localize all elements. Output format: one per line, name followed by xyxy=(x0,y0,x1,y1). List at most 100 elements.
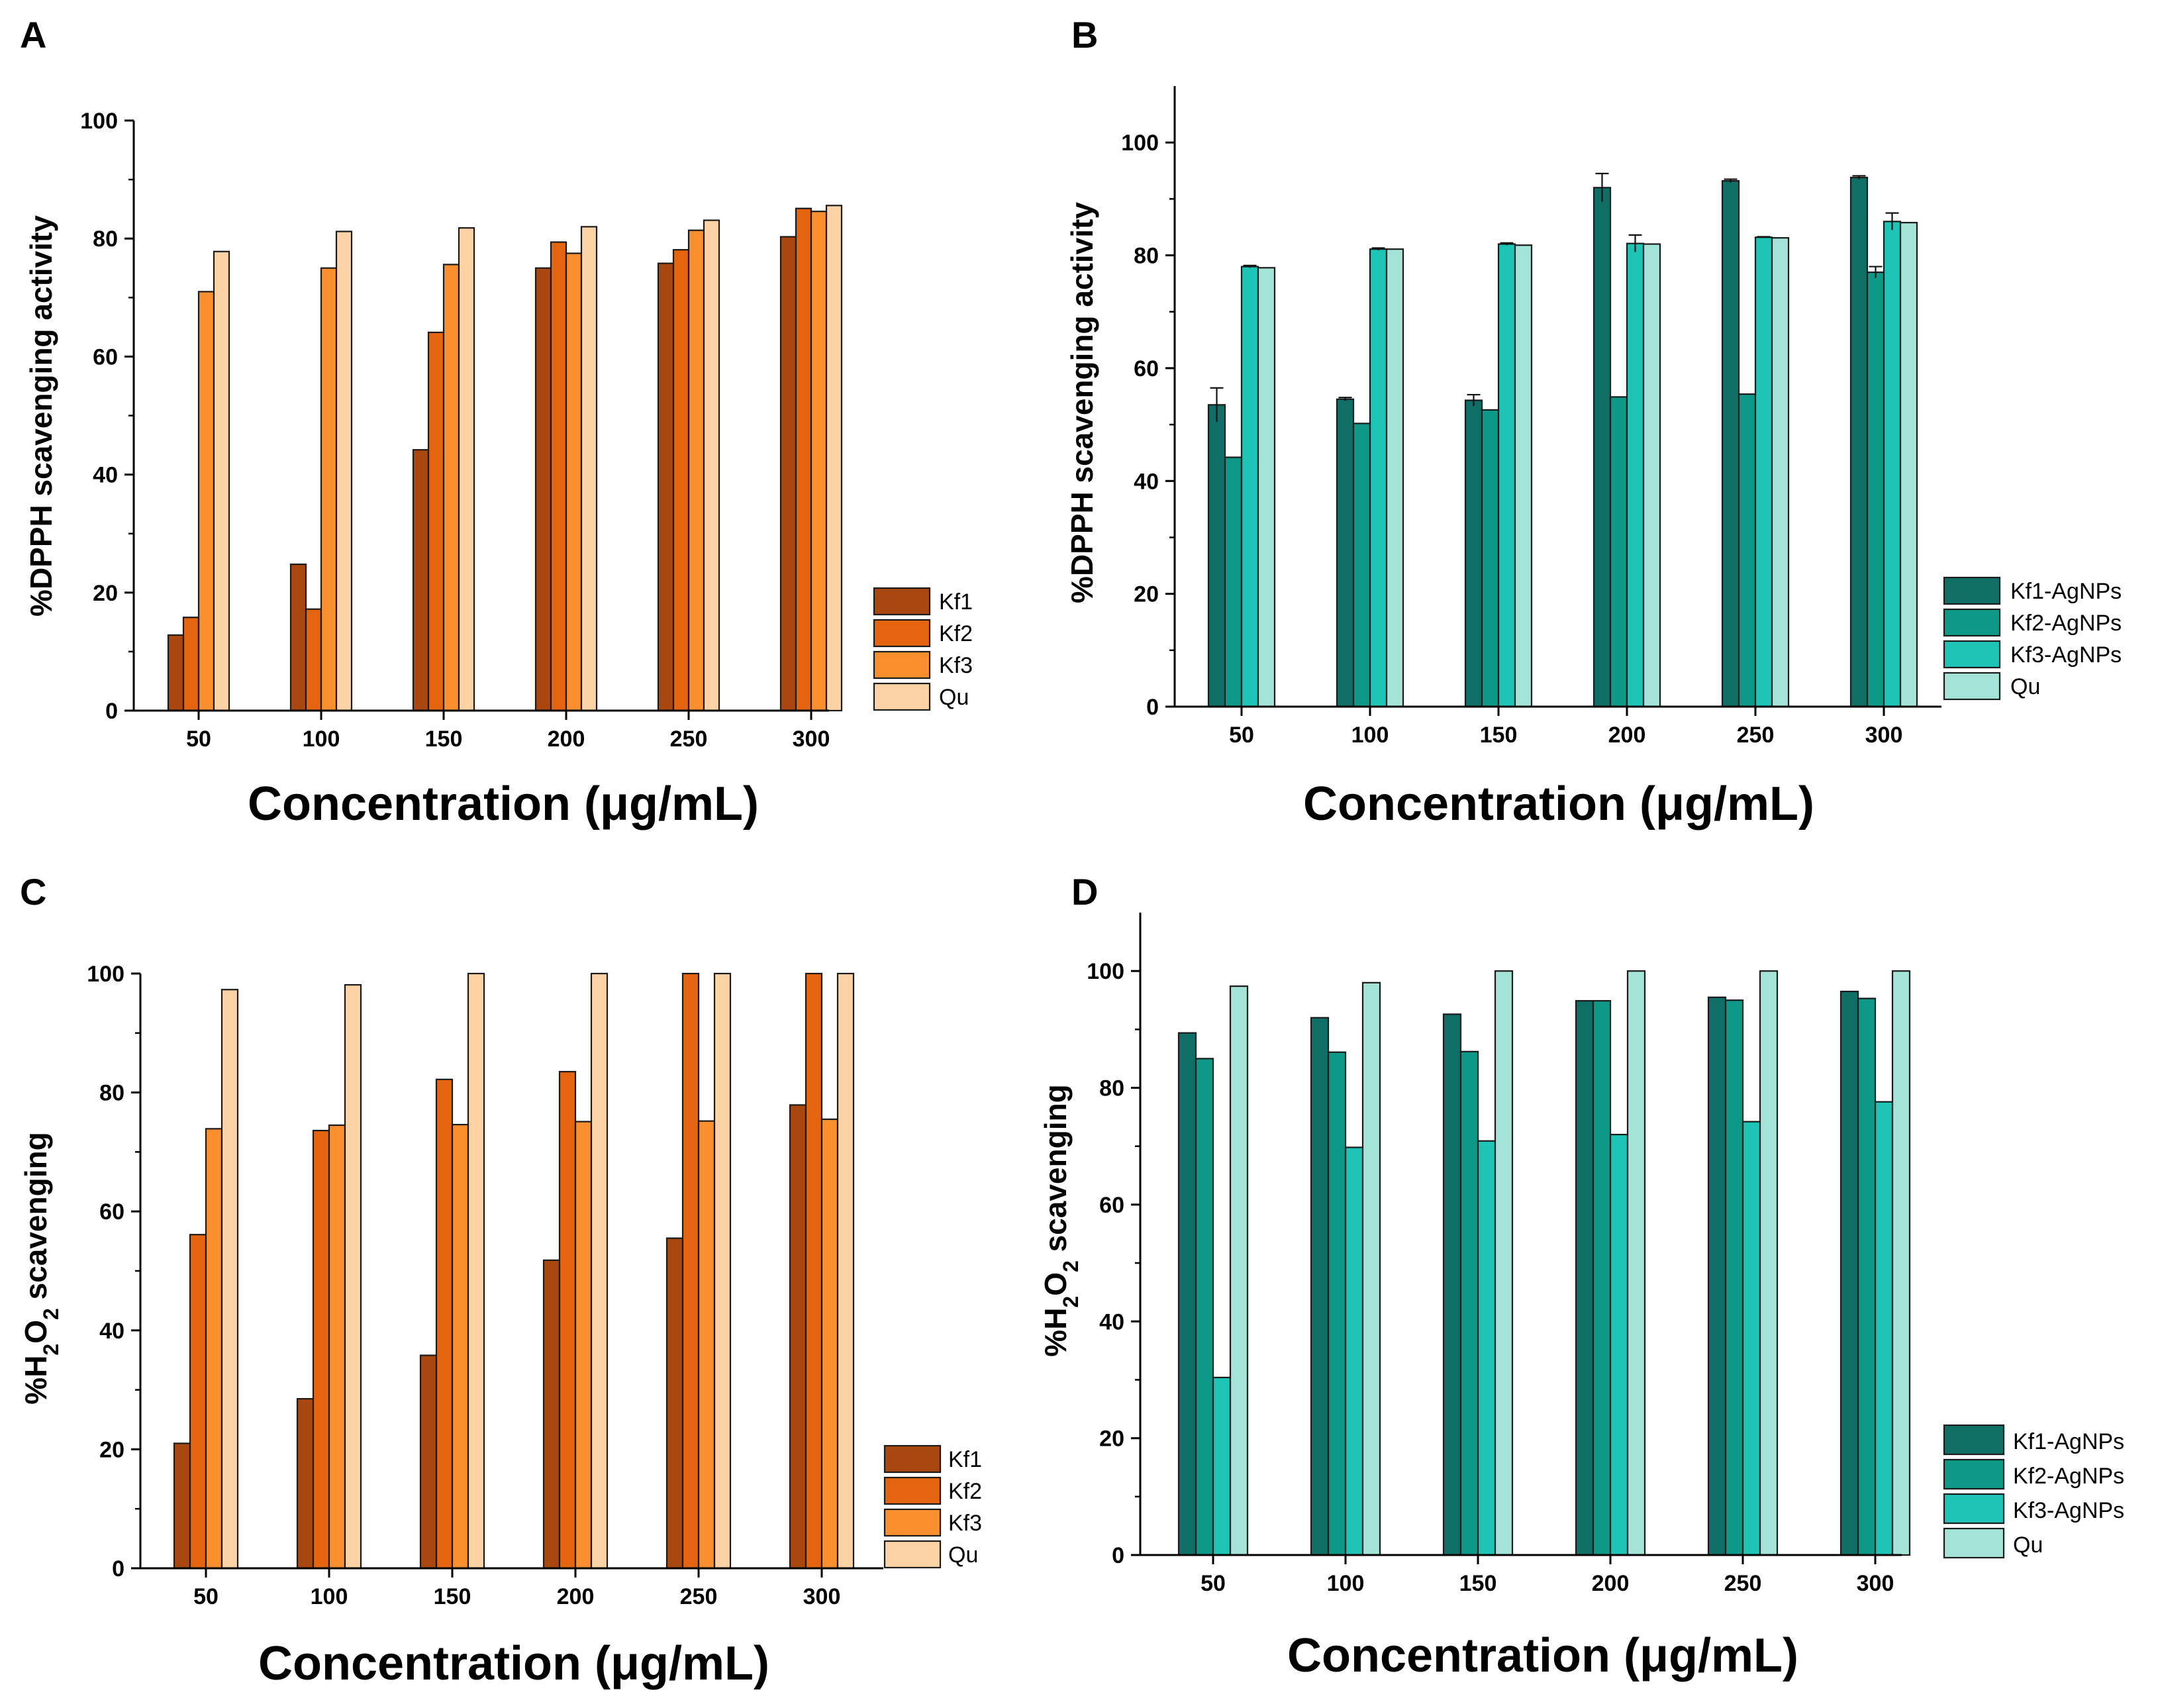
y-title-subscript: 2 xyxy=(1059,1260,1083,1272)
bar-kf1-300 xyxy=(789,1104,807,1570)
bar-kf1-agnps-300 xyxy=(1839,990,1859,1556)
x-tick-label: 250 xyxy=(680,1584,718,1609)
legend-swatch-kf2 xyxy=(873,619,931,648)
bar-kf2-agnps-250 xyxy=(1724,999,1744,1556)
y-tick-label: 40 xyxy=(1099,1309,1124,1334)
bar-kf1-agnps-250 xyxy=(1721,180,1740,708)
bar-kf1-200 xyxy=(542,1259,561,1570)
y-tick-label: 100 xyxy=(87,962,124,987)
bar-qu-300 xyxy=(1899,222,1918,708)
bar-kf3-50 xyxy=(197,291,215,712)
y-title-subscript: 2 xyxy=(39,1308,63,1320)
bar-kf1-150 xyxy=(419,1354,438,1570)
legend-swatch-kf3-agnps xyxy=(1943,1493,2005,1525)
bar-kf1-agnps-200 xyxy=(1593,187,1612,708)
legend-label-qu: Qu xyxy=(948,1542,978,1568)
x-tick-label: 50 xyxy=(193,1584,219,1609)
y-title-part: scavenging xyxy=(19,1132,53,1308)
bar-kf2-agnps-100 xyxy=(1352,423,1371,708)
bar-kf2-250 xyxy=(681,972,700,1570)
legend-swatch-kf2-agnps xyxy=(1943,608,2001,637)
x-tick-label: 250 xyxy=(670,727,708,752)
y-tick-label: 20 xyxy=(99,1437,124,1462)
bar-kf3-agnps-250 xyxy=(1754,236,1773,708)
x-tick-label: 150 xyxy=(1480,723,1518,748)
y-tick-label: 0 xyxy=(112,1556,124,1582)
bar-kf2-agnps-50 xyxy=(1224,456,1243,708)
bar-kf1-agnps-50 xyxy=(1177,1032,1197,1556)
bar-kf2-100 xyxy=(312,1129,330,1570)
legend-label-kf1: Kf1 xyxy=(948,1447,982,1472)
legend-label-kf2: Kf2 xyxy=(939,621,973,646)
bar-kf2-50 xyxy=(189,1234,207,1570)
x-tick-label: 200 xyxy=(557,1584,595,1609)
legend-swatch-qu xyxy=(1943,1527,2005,1559)
legend-swatch-kf3 xyxy=(883,1508,942,1537)
x-axis-title: Concentration (μg/mL) xyxy=(258,1637,769,1690)
bar-kf2-agnps-200 xyxy=(1592,1000,1612,1556)
bar-kf1-agnps-100 xyxy=(1336,398,1355,708)
bar-qu-50 xyxy=(213,250,230,712)
y-tick-label: 60 xyxy=(99,1199,124,1225)
legend-label-kf2-agnps: Kf2-AgNPs xyxy=(2010,611,2122,636)
legend-swatch-kf1 xyxy=(873,587,931,616)
bar-kf1-agnps-200 xyxy=(1575,1000,1594,1556)
panel-letter-a: A xyxy=(20,14,46,56)
y-title-part: O xyxy=(19,1320,53,1344)
legend-swatch-qu xyxy=(1943,672,2001,701)
x-tick-label: 100 xyxy=(311,1584,348,1609)
bar-kf3-200 xyxy=(574,1121,593,1570)
bar-qu-50 xyxy=(221,989,239,1570)
bar-qu-200 xyxy=(1642,243,1661,708)
bar-kf1-50 xyxy=(167,634,185,712)
legend-swatch-kf1-agnps xyxy=(1943,1424,2005,1456)
x-tick-label: 150 xyxy=(425,727,463,752)
legend-label-kf2-agnps: Kf2-AgNPs xyxy=(2013,1464,2124,1489)
bar-qu-50 xyxy=(1257,267,1276,708)
bar-kf2-agnps-150 xyxy=(1459,1050,1479,1556)
bar-kf3-agnps-150 xyxy=(1497,243,1516,708)
bar-qu-300 xyxy=(825,205,843,712)
y-tick-label: 20 xyxy=(93,581,118,606)
x-tick-label: 300 xyxy=(1865,723,1903,748)
bar-kf3-100 xyxy=(328,1124,346,1570)
bar-kf2-agnps-200 xyxy=(1609,396,1628,708)
bar-kf2-agnps-100 xyxy=(1327,1051,1347,1556)
bar-kf2-150 xyxy=(427,331,445,712)
bar-kf2-300 xyxy=(795,207,812,712)
bar-kf3-300 xyxy=(810,211,828,712)
bar-kf2-agnps-150 xyxy=(1481,409,1500,708)
y-tick-label: 40 xyxy=(99,1319,124,1344)
bar-kf1-300 xyxy=(779,236,797,712)
x-tick-label: 300 xyxy=(793,727,830,752)
y-tick-label: 0 xyxy=(1112,1543,1124,1568)
legend-swatch-qu xyxy=(883,1540,942,1569)
bar-qu-50 xyxy=(1229,985,1249,1556)
bar-kf2-200 xyxy=(558,1071,577,1570)
legend-label-kf2: Kf2 xyxy=(948,1479,982,1504)
legend-swatch-kf3-agnps xyxy=(1943,640,2001,669)
legend-swatch-qu xyxy=(873,682,931,711)
legend-swatch-kf1 xyxy=(883,1444,942,1474)
bar-kf3-150 xyxy=(451,1123,469,1570)
bar-kf2-200 xyxy=(550,241,567,712)
y-tick-label: 0 xyxy=(1146,695,1159,720)
y-tick-label: 100 xyxy=(80,109,118,134)
legend-swatch-kf3 xyxy=(873,650,931,679)
y-tick-label: 60 xyxy=(1099,1193,1124,1218)
bar-kf3-agnps-200 xyxy=(1609,1133,1629,1556)
legend-label-kf3-agnps: Kf3-AgNPs xyxy=(2010,642,2122,668)
y-title-subscript: 2 xyxy=(39,1344,63,1356)
y-tick-label: 60 xyxy=(1134,356,1159,381)
x-tick-label: 150 xyxy=(1459,1571,1497,1596)
bar-kf3-agnps-250 xyxy=(1741,1121,1761,1556)
y-title-part: %H xyxy=(1038,1308,1073,1357)
y-tick-label: 100 xyxy=(1121,130,1159,156)
legend-swatch-kf2 xyxy=(883,1476,942,1505)
x-tick-label: 200 xyxy=(1608,723,1646,748)
legend-label-kf1-agnps: Kf1-AgNPs xyxy=(2010,579,2122,604)
y-tick-label: 40 xyxy=(1134,469,1159,494)
x-tick-label: 250 xyxy=(1724,1571,1762,1596)
bar-kf3-agnps-200 xyxy=(1626,242,1645,708)
y-tick-label: 80 xyxy=(99,1081,124,1106)
